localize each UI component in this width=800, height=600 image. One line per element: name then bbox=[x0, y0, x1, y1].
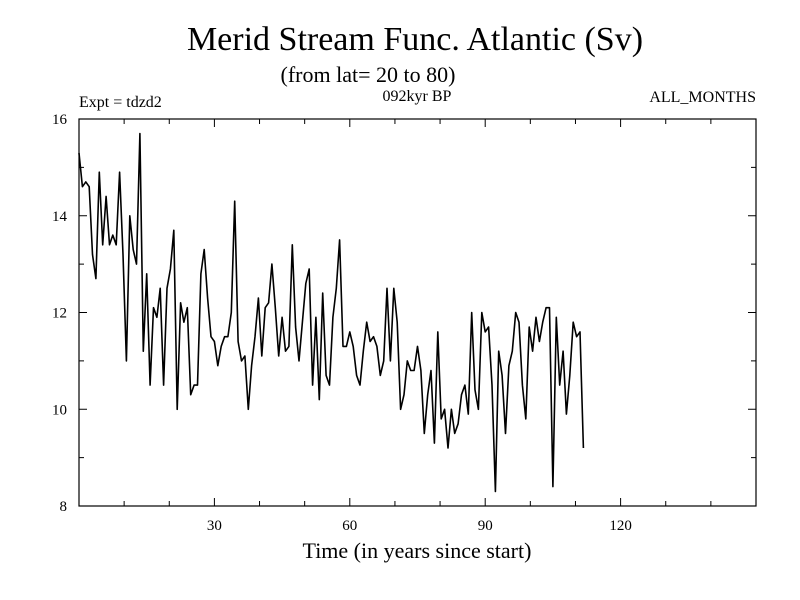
y-tick-label: 14 bbox=[52, 209, 68, 225]
y-tick-label: 12 bbox=[52, 306, 67, 322]
x-tick-label: 60 bbox=[342, 518, 357, 534]
chart-subtitle: (from lat= 20 to 80) bbox=[281, 62, 456, 87]
chart-title: Merid Stream Func. Atlantic (Sv) bbox=[187, 21, 643, 58]
axis-ticks bbox=[79, 119, 756, 506]
x-tick-label: 120 bbox=[609, 518, 632, 534]
y-tick-label: 10 bbox=[52, 402, 67, 418]
series-line bbox=[78, 132, 585, 493]
y-tick-label: 16 bbox=[52, 112, 68, 128]
x-axis-label: Time (in years since start) bbox=[303, 538, 532, 563]
y-tick-label: 8 bbox=[60, 499, 68, 515]
y-tick-labels: 8 10 12 14 16 bbox=[52, 112, 68, 515]
x-tick-labels: 30 60 90 120 bbox=[207, 518, 632, 534]
months-label: ALL_MONTHS bbox=[649, 89, 756, 106]
experiment-label: Expt = tdzd2 bbox=[79, 94, 162, 111]
period-label: 092kyr BP bbox=[383, 88, 452, 105]
x-tick-label: 90 bbox=[478, 518, 493, 534]
x-tick-label: 30 bbox=[207, 518, 222, 534]
